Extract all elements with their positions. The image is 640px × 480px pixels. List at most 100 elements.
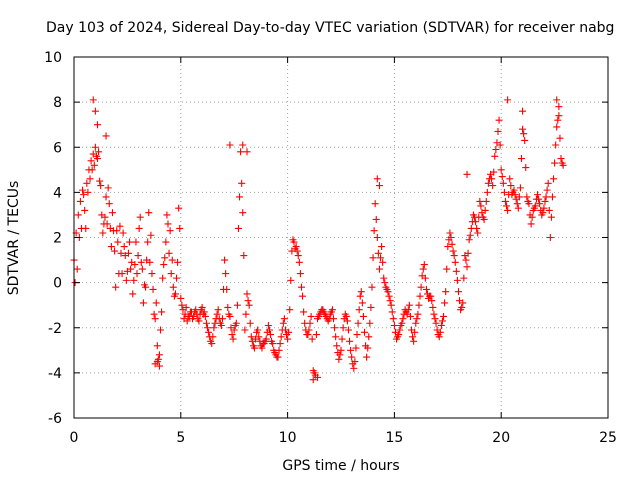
data-point — [73, 265, 81, 273]
data-point — [90, 161, 98, 169]
data-point — [310, 369, 318, 377]
data-point — [365, 333, 373, 341]
data-point — [117, 249, 125, 257]
data-point — [419, 265, 427, 273]
data-point — [454, 288, 462, 296]
data-point — [494, 127, 502, 135]
data-point — [173, 274, 181, 282]
data-point — [171, 290, 179, 298]
data-point — [369, 254, 377, 262]
data-point — [96, 177, 104, 185]
data-point — [342, 312, 350, 320]
data-point — [204, 324, 211, 332]
data-point — [93, 121, 101, 129]
data-point — [238, 179, 246, 187]
data-point — [157, 326, 165, 334]
chart-title: Day 103 of 2024, Sidereal Day-to-day VTE… — [46, 20, 614, 36]
data-point — [499, 179, 507, 187]
data-point — [331, 324, 339, 332]
data-point — [476, 197, 484, 205]
y-tick-label: 0 — [53, 276, 62, 292]
data-point — [555, 112, 563, 120]
data-point — [498, 173, 506, 181]
data-point — [505, 191, 513, 199]
data-point — [522, 164, 530, 172]
data-point — [312, 331, 320, 339]
data-point — [127, 265, 135, 273]
data-point — [381, 279, 389, 287]
data-point — [82, 224, 90, 232]
y-tick-label: -2 — [48, 321, 62, 337]
data-point — [530, 204, 538, 212]
data-point — [206, 333, 214, 341]
data-point — [221, 256, 229, 264]
data-point — [268, 337, 276, 345]
data-point — [243, 290, 251, 298]
data-point — [479, 213, 487, 221]
data-point — [152, 299, 160, 307]
data-point — [363, 353, 371, 361]
data-point — [432, 319, 440, 327]
data-point — [449, 247, 457, 255]
data-point — [451, 258, 459, 266]
x-tick-label: 25 — [599, 430, 617, 446]
data-point — [353, 331, 361, 339]
x-tick-label: 15 — [385, 430, 403, 446]
data-point — [431, 315, 439, 323]
data-point — [527, 220, 535, 228]
data-point — [443, 265, 451, 273]
data-point — [503, 202, 511, 210]
data-point — [158, 308, 166, 316]
data-point — [367, 303, 375, 311]
data-point — [504, 96, 512, 104]
data-point — [243, 148, 251, 156]
data-point — [511, 191, 519, 199]
data-point — [229, 335, 237, 343]
data-point — [153, 358, 161, 366]
data-point — [429, 303, 437, 311]
data-point — [242, 310, 250, 318]
data-point — [155, 362, 163, 370]
data-point — [169, 283, 177, 291]
data-point — [308, 335, 316, 343]
data-point — [491, 152, 499, 160]
axis-ticks — [73, 56, 609, 419]
data-point — [307, 312, 315, 320]
data-point — [87, 157, 95, 165]
data-point — [314, 373, 322, 381]
data-point — [227, 324, 235, 332]
data-point — [174, 258, 182, 266]
data-point — [541, 197, 549, 205]
data-point — [101, 213, 109, 221]
data-point — [300, 308, 308, 316]
data-point — [391, 328, 399, 336]
data-point — [410, 337, 418, 345]
data-point — [354, 319, 362, 327]
data-point — [534, 191, 542, 199]
data-point — [79, 186, 87, 194]
data-point — [91, 143, 99, 151]
data-point — [385, 292, 393, 300]
data-point — [399, 315, 407, 323]
data-point — [208, 340, 216, 348]
data-point — [466, 231, 474, 239]
data-point — [164, 220, 172, 228]
data-point — [114, 238, 122, 246]
data-point — [137, 258, 145, 266]
data-point — [274, 353, 282, 361]
data-point — [520, 130, 528, 138]
data-point — [315, 312, 323, 320]
data-point — [546, 234, 554, 241]
data-point — [338, 335, 346, 343]
data-point — [542, 193, 550, 201]
data-point — [458, 303, 466, 311]
data-point — [124, 249, 132, 257]
data-point — [352, 344, 360, 352]
data-point — [550, 175, 558, 183]
data-point — [464, 249, 472, 257]
data-point — [489, 182, 497, 190]
data-point — [496, 141, 504, 149]
data-point — [205, 328, 213, 336]
data-point — [144, 238, 152, 246]
data-point — [223, 285, 231, 293]
